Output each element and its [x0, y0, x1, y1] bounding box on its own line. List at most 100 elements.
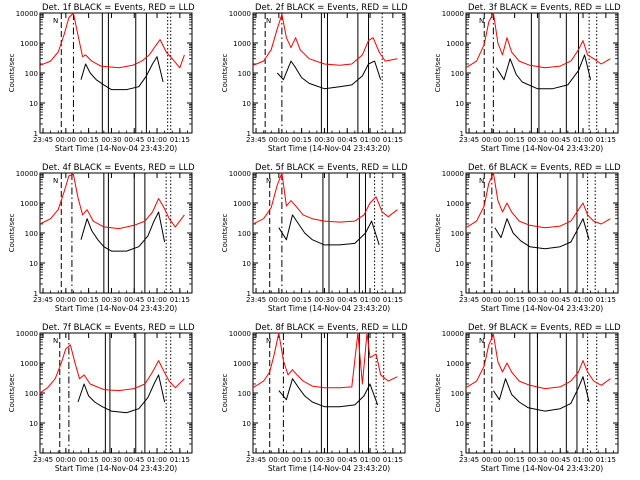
- y-tick-label: 1: [460, 130, 464, 138]
- x-tick-label: 23:45: [33, 136, 53, 144]
- y-tick-label: 100: [25, 70, 38, 78]
- series-events: [276, 60, 382, 90]
- x-tick-label: 01:00: [147, 456, 167, 464]
- x-tick-label: 01:00: [147, 296, 167, 304]
- series-events: [278, 378, 379, 408]
- annotation-n: N: [266, 337, 271, 345]
- panel-det-2: Det. 2f BLACK = Events, RED = LLD 1 10 100 1…: [221, 3, 408, 153]
- x-tick-label: 01:15: [383, 456, 403, 464]
- x-tick-label: 01:00: [573, 136, 593, 144]
- x-tick-label: 00:45: [337, 296, 357, 304]
- x-tick-label: 00:15: [292, 136, 312, 144]
- x-tick-label: 01:00: [360, 296, 380, 304]
- series-events: [495, 54, 592, 90]
- x-tick-label: 01:15: [596, 136, 616, 144]
- y-tick-label: 1000: [446, 200, 464, 208]
- x-tick-label: 00:15: [79, 136, 99, 144]
- x-tick-label: 00:15: [505, 456, 525, 464]
- x-tick-label: 23:45: [246, 136, 266, 144]
- x-tick-label: 00:00: [56, 136, 76, 144]
- x-tick-label: 00:15: [292, 296, 312, 304]
- x-tick-label: 00:45: [550, 136, 570, 144]
- x-tick-label: 00:30: [527, 456, 547, 464]
- x-tick-label: 00:30: [101, 296, 121, 304]
- y-tick-label: 10: [242, 100, 251, 108]
- annotation-n: N: [479, 177, 484, 185]
- x-tick-label: 01:00: [573, 296, 593, 304]
- y-tick-label: 10: [29, 100, 38, 108]
- annotation-n: N: [479, 337, 484, 345]
- panel-title: Det. 8f BLACK = Events, RED = LLD: [255, 323, 408, 333]
- y-axis-label: Counts/sec: [221, 214, 229, 253]
- x-tick-label: 00:45: [337, 456, 357, 464]
- x-tick-label: 01:15: [383, 296, 403, 304]
- panel-title: Det. 6f BLACK = Events, RED = LLD: [468, 163, 621, 173]
- y-tick-label: 100: [238, 230, 251, 238]
- panel-title: Det. 3f BLACK = Events, RED = LLD: [468, 3, 621, 13]
- x-tick-label: 23:45: [33, 296, 53, 304]
- y-tick-label: 10: [242, 420, 251, 428]
- x-tick-label: 00:45: [550, 456, 570, 464]
- y-tick-label: 1: [460, 290, 464, 298]
- y-axis-label: Counts/sec: [434, 374, 442, 413]
- series-lld: [252, 332, 398, 389]
- y-tick-label: 10000: [16, 170, 38, 178]
- y-tick-label: 100: [451, 230, 464, 238]
- x-tick-label: 01:15: [596, 296, 616, 304]
- y-axis-label: Counts/sec: [8, 214, 16, 253]
- panel-title: Det. 2f BLACK = Events, RED = LLD: [255, 3, 408, 13]
- x-tick-label: 01:00: [573, 456, 593, 464]
- x-tick-label: 00:00: [482, 456, 502, 464]
- y-tick-label: 100: [451, 70, 464, 78]
- x-tick-label: 01:15: [170, 296, 190, 304]
- x-tick-label: 00:15: [79, 296, 99, 304]
- y-tick-label: 1: [34, 290, 38, 298]
- series-events: [77, 374, 166, 414]
- series-lld: [39, 344, 185, 394]
- panel-title: Det. 5f BLACK = Events, RED = LLD: [255, 163, 408, 173]
- x-tick-label: 00:00: [482, 136, 502, 144]
- x-axis-label: Start Time (14-Nov-04 23:43:20): [268, 304, 390, 313]
- panel-det-5: Det. 5f BLACK = Events, RED = LLD 1 10 100 1…: [221, 163, 408, 313]
- x-tick-label: 00:15: [505, 296, 525, 304]
- panel-title: Det. 7f BLACK = Events, RED = LLD: [42, 323, 195, 333]
- annotation-n: N: [479, 17, 484, 25]
- annotation-n: N: [53, 337, 58, 345]
- x-tick-label: 01:00: [147, 136, 167, 144]
- series-lld: [465, 172, 611, 229]
- series-events: [278, 214, 380, 246]
- x-axis-label: Start Time (14-Nov-04 23:43:20): [481, 144, 603, 153]
- x-axis-label: Start Time (14-Nov-04 23:43:20): [55, 304, 177, 313]
- x-tick-label: 01:00: [360, 136, 380, 144]
- x-tick-label: 00:45: [550, 296, 570, 304]
- y-tick-label: 10: [29, 260, 38, 268]
- series-events: [492, 376, 590, 412]
- y-axis-label: Counts/sec: [434, 214, 442, 253]
- x-tick-label: 23:45: [33, 456, 53, 464]
- y-tick-label: 10: [242, 260, 251, 268]
- y-tick-label: 100: [451, 390, 464, 398]
- panel-title: Det. 9f BLACK = Events, RED = LLD: [468, 323, 621, 333]
- y-tick-label: 10000: [442, 170, 464, 178]
- x-tick-label: 00:45: [337, 136, 357, 144]
- y-tick-label: 1: [460, 450, 464, 458]
- x-tick-label: 00:30: [314, 296, 334, 304]
- y-tick-label: 10000: [16, 10, 38, 18]
- x-tick-label: 00:30: [527, 136, 547, 144]
- y-tick-label: 100: [25, 230, 38, 238]
- x-tick-label: 00:15: [292, 456, 312, 464]
- y-tick-label: 10: [455, 420, 464, 428]
- y-tick-label: 10000: [442, 10, 464, 18]
- y-tick-label: 1000: [20, 360, 38, 368]
- y-tick-label: 10: [455, 100, 464, 108]
- y-tick-label: 1: [247, 450, 251, 458]
- y-axis-label: Counts/sec: [221, 374, 229, 413]
- x-tick-label: 23:45: [459, 296, 479, 304]
- series-events: [80, 56, 164, 91]
- annotation-n: N: [266, 177, 271, 185]
- x-tick-label: 00:00: [269, 296, 289, 304]
- x-tick-label: 00:00: [56, 456, 76, 464]
- x-tick-label: 00:45: [124, 296, 144, 304]
- y-axis-label: Counts/sec: [434, 54, 442, 93]
